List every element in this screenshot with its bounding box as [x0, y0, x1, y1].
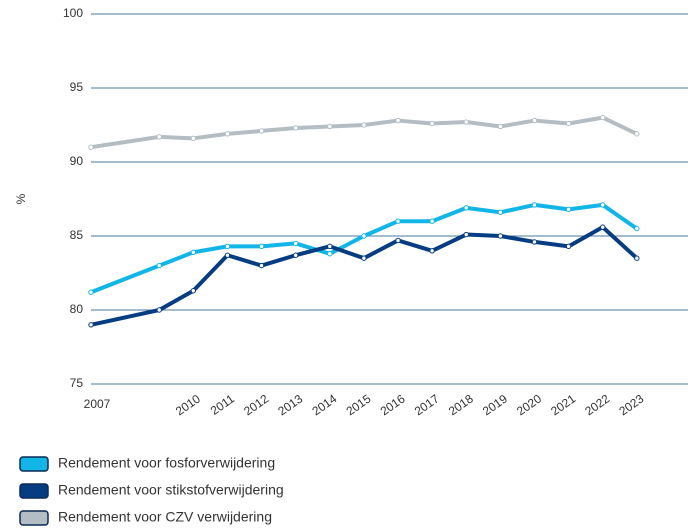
x-tick-label: 2016	[378, 391, 408, 418]
data-point	[600, 224, 606, 230]
x-tick-label: 2014	[309, 391, 339, 418]
data-point	[190, 288, 197, 294]
y-tick-label: 90	[70, 154, 84, 168]
data-point	[224, 243, 231, 250]
data-point	[429, 218, 435, 224]
legend-label: Rendement voor CZV verwijdering	[58, 509, 272, 525]
data-point	[327, 123, 333, 130]
x-tick-label: 2007	[84, 397, 111, 411]
data-point	[600, 114, 606, 121]
x-tick-label: 2023	[616, 391, 646, 418]
legend-label: Rendement voor fosforverwijdering	[58, 455, 275, 471]
x-tick-label: 2017	[412, 391, 442, 418]
data-point	[258, 243, 265, 250]
x-tick-label: 2010	[173, 391, 203, 418]
data-point	[88, 322, 94, 328]
legend-swatch	[19, 483, 49, 499]
data-point	[497, 233, 504, 239]
x-tick-label: 2015	[344, 391, 374, 418]
x-tick-label: 2021	[548, 391, 578, 418]
data-point	[88, 144, 94, 150]
data-point	[565, 206, 572, 213]
data-point	[531, 239, 538, 245]
y-tick-label: 80	[70, 302, 84, 316]
data-point	[190, 249, 197, 255]
x-tick-label: 2013	[275, 391, 305, 418]
legend-swatch	[19, 510, 49, 526]
data-point	[292, 125, 299, 131]
data-point	[565, 120, 572, 127]
data-point	[600, 202, 606, 208]
data-point	[156, 307, 162, 313]
data-point	[190, 135, 197, 142]
data-point	[258, 128, 265, 134]
x-tick-label: 2020	[514, 391, 544, 418]
data-point	[531, 202, 538, 208]
series-line	[89, 202, 639, 295]
data-point	[292, 252, 299, 258]
y-axis-label: %	[14, 193, 28, 204]
data-point	[463, 205, 469, 211]
data-point	[429, 120, 435, 127]
data-point	[327, 243, 333, 250]
data-point	[327, 251, 333, 257]
data-point	[395, 218, 401, 224]
data-point	[156, 262, 162, 269]
data-point	[634, 225, 640, 232]
data-point	[88, 289, 94, 295]
data-point	[395, 237, 401, 244]
x-tick-label: 2011	[208, 391, 237, 417]
data-point	[395, 117, 401, 124]
y-tick-label: 75	[70, 376, 84, 390]
data-point	[463, 119, 469, 125]
data-point	[224, 252, 231, 258]
x-tick-label: 2018	[446, 391, 476, 418]
data-point	[361, 122, 367, 128]
data-point	[565, 243, 572, 250]
data-point	[463, 231, 469, 238]
data-point	[361, 233, 367, 239]
series-line	[89, 115, 639, 150]
data-point	[497, 209, 504, 216]
data-point	[531, 117, 538, 124]
series-line	[89, 225, 639, 327]
data-point	[429, 248, 435, 254]
data-point	[224, 131, 231, 137]
legend-swatch	[19, 456, 49, 472]
data-point	[634, 255, 640, 261]
x-tick-label: 2022	[582, 391, 612, 418]
data-point	[292, 240, 299, 247]
y-tick-label: 95	[70, 80, 84, 94]
y-tick-label: 85	[70, 228, 84, 242]
x-tick-label: 2012	[241, 391, 271, 418]
legend-label: Rendement voor stikstofverwijdering	[58, 482, 284, 498]
data-point	[361, 255, 367, 261]
data-point	[258, 262, 265, 269]
data-point	[634, 131, 640, 137]
data-point	[497, 123, 504, 130]
y-tick-label: 100	[63, 6, 83, 20]
data-point	[156, 134, 162, 140]
x-tick-label: 2019	[480, 391, 510, 418]
